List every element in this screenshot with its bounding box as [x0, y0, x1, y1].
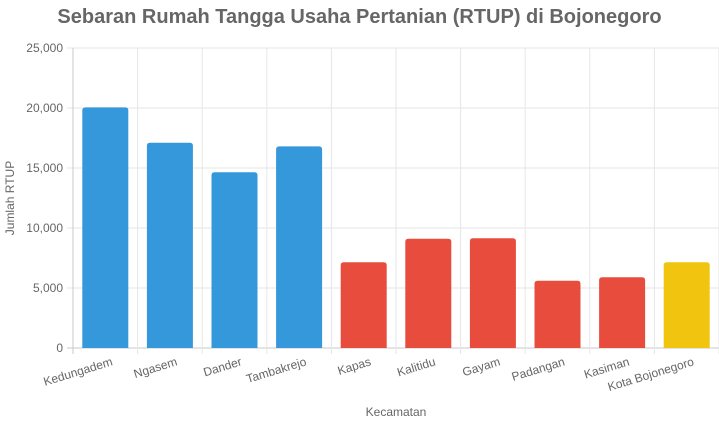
y-axis-label: Jumlah RTUP	[3, 161, 17, 235]
bar-tambakrejo[interactable]	[276, 146, 323, 348]
x-tick-label: Tambakrejo	[245, 354, 309, 386]
x-tick-label: Ngasem	[132, 354, 179, 380]
y-tick-label: 20,000	[26, 101, 63, 115]
y-tick-label: 15,000	[26, 161, 63, 175]
y-tick-label: 0	[56, 341, 63, 355]
x-tick-label: Kalitidu	[395, 354, 437, 379]
grid	[67, 47, 719, 354]
x-tick-label: Kapas	[336, 354, 373, 377]
chart-title: Sebaran Rumah Tangga Usaha Pertanian (RT…	[57, 6, 662, 28]
x-tick-label: Kedungadem	[42, 354, 114, 388]
bars	[82, 107, 710, 349]
y-tick-label: 10,000	[26, 221, 63, 235]
bar-kapas[interactable]	[340, 262, 387, 348]
bar-ngasem[interactable]	[146, 142, 193, 348]
bar-kalitidu[interactable]	[405, 238, 452, 348]
x-tick-label: Dander	[202, 354, 244, 379]
y-tick-label: 25,000	[26, 41, 63, 55]
bar-kedungadem[interactable]	[82, 107, 129, 349]
x-axis-label: Kecamatan	[366, 405, 427, 419]
x-tick-label: Gayam	[461, 354, 502, 379]
bar-padangan[interactable]	[534, 280, 581, 348]
y-axis-ticks: 0 5,000 10,000 15,000 20,000 25,000	[26, 41, 63, 355]
bar-kota-bojonegoro[interactable]	[663, 262, 710, 348]
bar-gayam[interactable]	[469, 238, 516, 348]
bar-dander[interactable]	[211, 172, 258, 348]
y-tick-label: 5,000	[33, 281, 63, 295]
x-tick-label: Padangan	[510, 354, 566, 383]
bar-kasiman[interactable]	[599, 277, 646, 348]
x-axis-ticks: Kedungadem Ngasem Dander Tambakrejo Kapas Kal…	[42, 354, 696, 394]
